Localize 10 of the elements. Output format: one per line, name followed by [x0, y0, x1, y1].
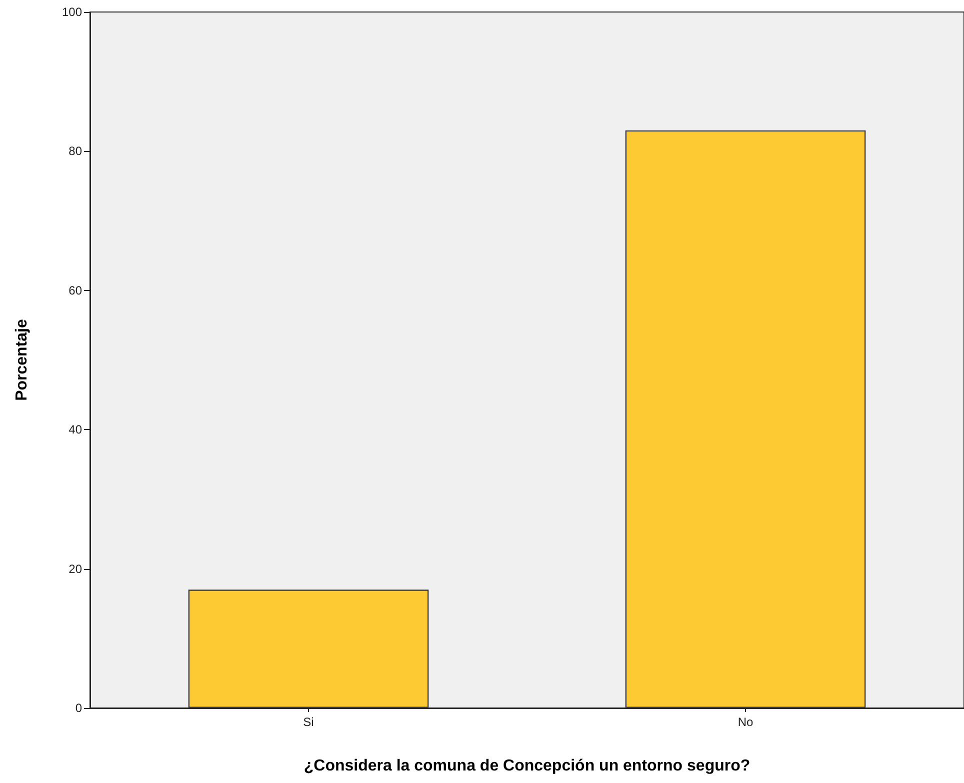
- x-axis-title: ¿Considera la comuna de Concepción un entorno seguro?: [304, 758, 750, 774]
- y-axis-title: Porcentaje: [14, 318, 30, 401]
- y-tick-label: 60: [68, 283, 82, 298]
- y-tick-label: 80: [68, 144, 82, 158]
- y-tick-label: 100: [62, 5, 82, 19]
- y-tick-label: 0: [75, 701, 82, 715]
- y-tick-label: 20: [68, 562, 82, 576]
- x-tick-label: Si: [303, 715, 314, 729]
- y-tick-label: 40: [68, 422, 82, 437]
- x-tick-label: No: [738, 715, 754, 729]
